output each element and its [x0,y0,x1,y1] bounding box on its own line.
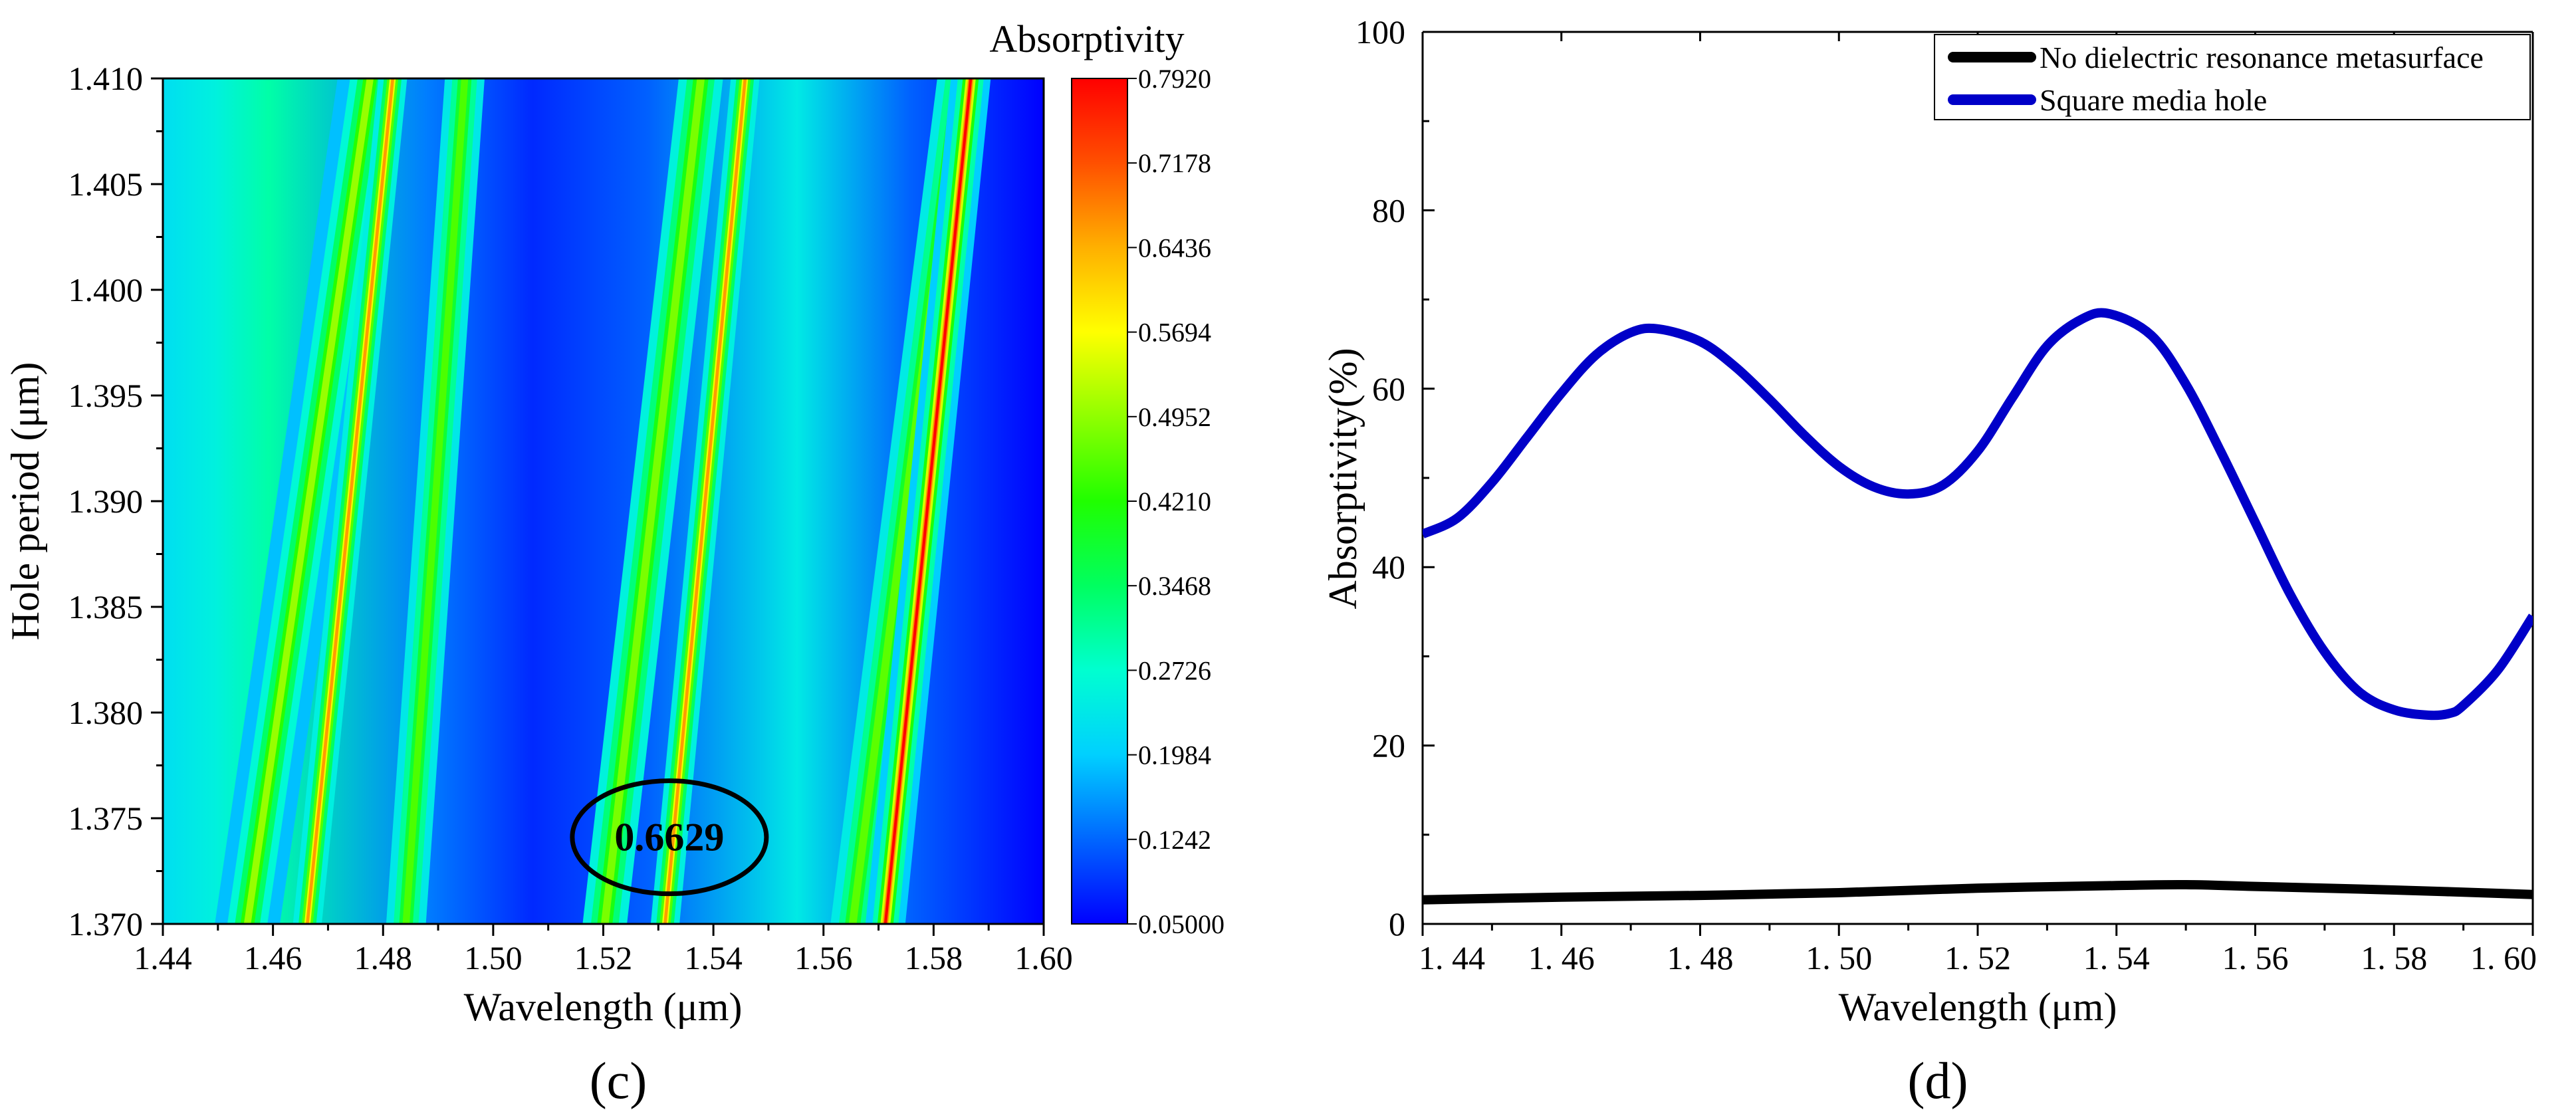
heatmap-band-2 [215,78,403,924]
line-y-tick-label: 20 [1372,727,1405,764]
heatmap-x-tick-label: 1.46 [244,939,302,976]
colorbar-tick-label: 0.05000 [1138,909,1225,939]
line-x-tick-label: 1. 54 [2083,939,2150,976]
heatmap-x-tick-label: 1.58 [905,939,963,976]
colorbar-tick-label: 0.5694 [1138,318,1211,348]
line-x-tick-label: 1. 60 [2470,939,2537,976]
heatmap-x-tick-label: 1.56 [794,939,853,976]
line-y-axis: 0 20 40 60 80 100 [1355,13,1435,943]
colorbar-tick-label: 0.1242 [1138,825,1211,855]
heatmap-x-tick-label: 1.52 [574,939,633,976]
heatmap-band-3 [386,78,485,924]
heatmap-x-tick-label: 1.60 [1014,939,1073,976]
line-x-tick-label: 1. 48 [1667,939,1734,976]
line-x-tick-label: 1. 52 [1944,939,2011,976]
series-square-hole-line [1423,308,2533,721]
heatmap-y-tick-label: 1.390 [68,483,144,520]
colorbar-tick-label: 0.4210 [1138,487,1211,516]
annotation-ellipse [570,778,769,897]
heatmap-x-label: Wavelength (μm) [464,985,743,1029]
colorbar-title: Absorptivity [989,17,1184,60]
line-x-tick-label: 1. 50 [1806,939,1872,976]
heatmap-x-tick-label: 1.48 [354,939,413,976]
line-y-tick-label: 0 [1389,905,1405,943]
colorbar-ticks: 0.05000 0.1242 0.1984 0.2726 0.3468 0.4210 0.4… [1127,64,1225,939]
line-x-tick-label: 1. 56 [2222,939,2289,976]
panel-label-c: (c) [590,1052,647,1109]
line-x-axis: 1. 44 1. 46 1. 48 1. 50 1. 52 1. 54 1. 56 1. 58… [1419,32,2537,976]
legend-label-square-hole: Square media hole [2040,83,2267,117]
line-x-label: Wavelength (μm) [1839,985,2117,1029]
heatmap-x-tick-label: 1.54 [684,939,743,976]
colorbar-tick-label: 0.1984 [1138,740,1211,770]
legend: No dielectric resonance metasurface Squa… [1934,34,2531,120]
heatmap-y-tick-label: 1.375 [68,800,144,837]
colorbar-gradient [1071,78,1128,925]
heatmap-y-axis: 1.370 1.375 1.380 1.385 1.390 1.395 1.400 1.405… [68,60,163,943]
colorbar-tick-label: 0.3468 [1138,571,1211,601]
heatmap-y-tick-label: 1.370 [68,905,144,943]
heatmap-band-5 [582,78,723,924]
line-x-tick-label: 1. 44 [1419,939,1485,976]
line-y-tick-label: 100 [1355,13,1405,51]
colorbar-tick-label: 0.7178 [1138,148,1211,178]
line-x-tick-label: 1. 58 [2361,939,2427,976]
colorbar-tick-label: 0.7920 [1138,64,1211,94]
line-panel-d: 1. 44 1. 46 1. 48 1. 50 1. 52 1. 54 1. 56 1. 58… [1321,13,2537,1109]
heatmap-x-tick-label: 1.44 [134,939,192,976]
heatmap-band-4 [650,78,760,924]
line-y-tick-label: 40 [1372,548,1405,586]
heatmap-y-tick-label: 1.410 [68,60,144,97]
line-series-group [1423,308,2533,905]
line-y-tick-label: 60 [1372,370,1405,407]
line-y-label: Absorptivity(%) [1321,348,1365,609]
colorbar-tick-label: 0.2726 [1138,655,1211,685]
colorbar: Absorptivity 0.050000.12420.19840.27260.… [989,17,1225,939]
heatmap-annotation: 0.6629 [570,778,769,897]
heatmap-y-label: Hole period (μm) [3,362,47,641]
line-x-tick-label: 1. 46 [1528,939,1595,976]
heatmap-y-tick-label: 1.380 [68,694,144,731]
heatmap-y-tick-label: 1.405 [68,166,144,203]
colorbar-tick-label: 0.4952 [1138,402,1211,432]
heatmap-plot-area [163,78,1044,924]
heatmap-band-7 [865,78,991,924]
legend-label-no-dielectric: No dielectric resonance metasurface [2040,41,2484,74]
heatmap-y-tick-label: 1.385 [68,588,144,625]
heatmap-band-1 [293,78,408,924]
line-y-tick-label: 80 [1372,191,1405,229]
legend-box [1934,34,2531,120]
heatmap-x-tick-label: 1.50 [464,939,523,976]
annotation-value: 0.6629 [614,816,724,859]
colorbar-tick-label: 0.6436 [1138,233,1211,263]
series-no-dielectric-line [1423,879,2533,905]
heatmap-panel-c: 1.44 1.46 1.48 1.50 1.52 1.54 1.56 1.58 1.60 1.3… [3,17,1225,1109]
panel-label-d: (d) [1908,1052,1968,1109]
heatmap-y-tick-label: 1.400 [68,271,144,308]
heatmap-y-tick-label: 1.395 [68,377,144,414]
heatmap-x-axis: 1.44 1.46 1.48 1.50 1.52 1.54 1.56 1.58 1.60 [134,924,1073,976]
line-frame [1421,31,2534,925]
